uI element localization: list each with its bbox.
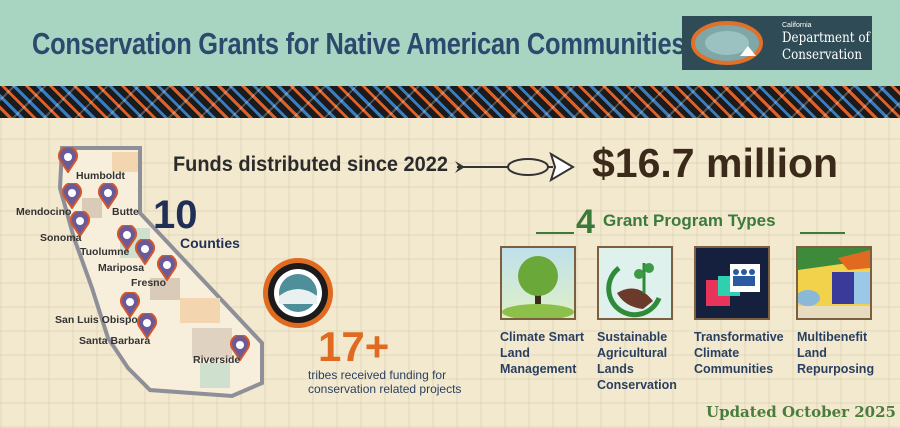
program-label: Transformative Climate Communities — [694, 330, 784, 376]
updated-date: Updated October 2025 — [706, 403, 896, 421]
tribal-pattern-band — [0, 86, 900, 118]
county-label: Riverside — [193, 354, 241, 366]
abalone-shell-icon — [691, 21, 763, 65]
county-shape — [150, 278, 180, 300]
program-tile-2 — [597, 246, 673, 320]
county-count-label: Counties — [180, 235, 240, 251]
county-label: San Luis Obispo — [55, 314, 138, 326]
logo-text-line2: Department of — [782, 30, 870, 46]
department-logo: California Department of Conservation — [682, 16, 872, 70]
program-heading: Grant Program Types — [603, 211, 776, 230]
tribes-text-line2: conservation related projects — [308, 382, 462, 396]
county-label: Mendocino — [16, 206, 72, 218]
county-shape — [180, 298, 220, 323]
funds-amount: $16.7 million — [592, 140, 839, 186]
county-label: Humboldt — [76, 170, 125, 182]
county-label: Santa Barbara — [79, 335, 151, 347]
farm-sprout-icon — [606, 263, 662, 318]
community-arrow-icon — [706, 264, 760, 306]
map-pin-icon — [137, 313, 157, 339]
map-pin-icon — [117, 225, 137, 251]
map-pin-icon — [62, 183, 82, 209]
land-repurposing-icon — [798, 248, 870, 318]
arrow-icon — [455, 151, 575, 183]
tribe-count: 17+ — [318, 323, 390, 370]
map-pin-icon — [230, 335, 250, 361]
county-label: Sonoma — [40, 232, 82, 244]
county-label: Butte — [112, 206, 139, 218]
tribal-seal-icon — [263, 258, 333, 328]
tree-icon — [502, 256, 574, 318]
program-tile-1 — [500, 246, 576, 320]
map-pin-icon — [157, 255, 177, 281]
program-label: Climate Smart Land Management — [500, 330, 585, 376]
county-shape — [112, 152, 138, 172]
county-count: 10 — [153, 193, 198, 237]
logo-text-state: California — [782, 22, 812, 29]
map-pin-icon — [70, 211, 90, 237]
program-label: Sustainable Agricultural Lands Conservat… — [597, 330, 677, 392]
county-shape — [192, 328, 232, 358]
program-tile-3 — [694, 246, 770, 320]
map-pin-icon — [135, 239, 155, 265]
county-label: Tuolumne — [80, 246, 130, 258]
county-label: Fresno — [131, 277, 167, 289]
logo-text-line3: Conservation — [782, 47, 863, 63]
tribes-text-line1: tribes received funding for — [308, 368, 447, 382]
heading-rule-right — [800, 232, 845, 234]
county-label: Mariposa — [98, 262, 145, 274]
tribal-pattern-overlay — [0, 86, 900, 118]
page-title: Conservation Grants for Native American … — [32, 26, 686, 61]
funds-label: Funds distributed since 2022 — [173, 153, 448, 176]
program-tile-4 — [796, 246, 872, 320]
county-shape — [200, 363, 230, 388]
program-label: Multibenefit Land Repurposing — [797, 330, 875, 376]
map-pin-icon — [98, 183, 118, 209]
heading-rule-left — [536, 232, 574, 234]
map-pin-icon — [58, 147, 78, 173]
map-pin-icon — [120, 292, 140, 318]
program-count: 4 — [576, 203, 595, 241]
